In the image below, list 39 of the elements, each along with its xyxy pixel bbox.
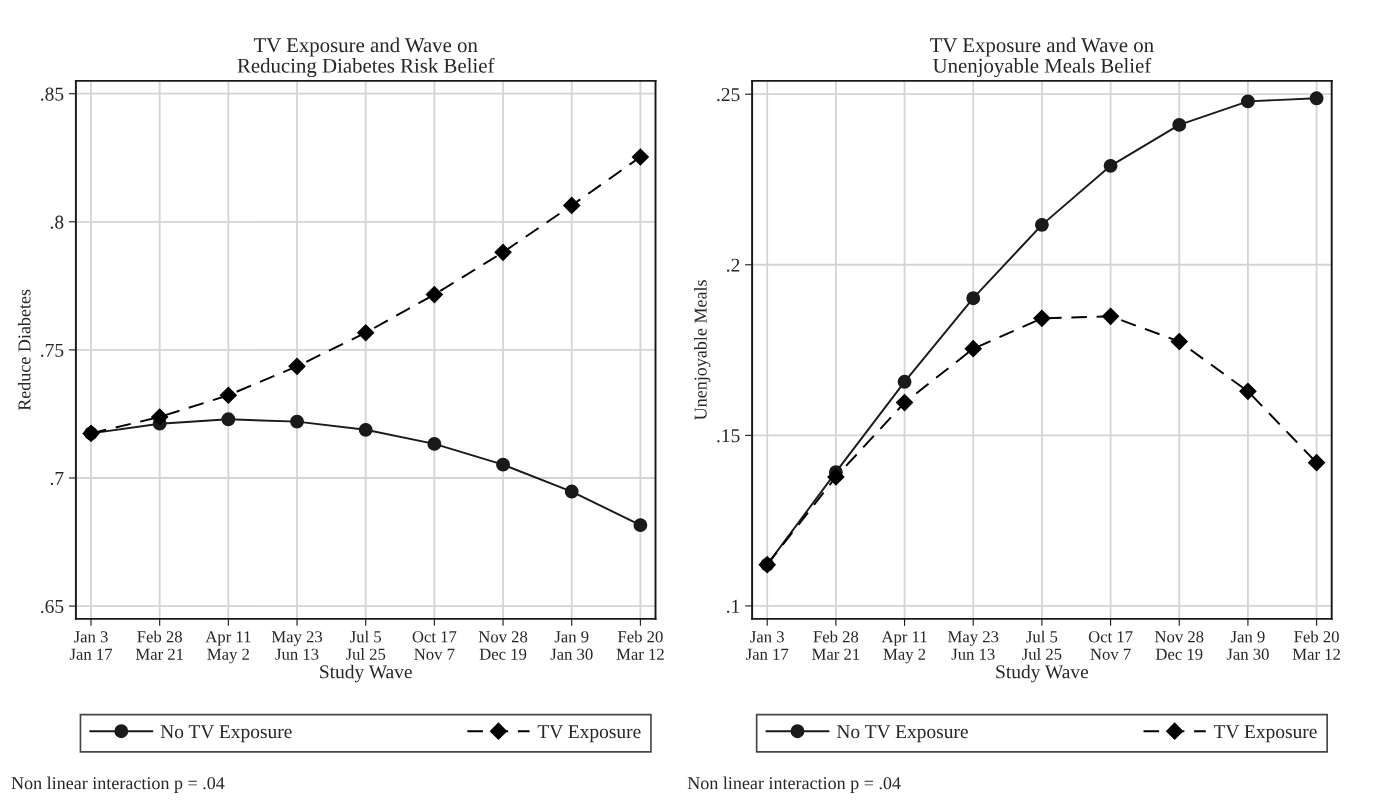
- legend-label: TV Exposure: [537, 725, 641, 743]
- legend-label: No TV Exposure: [836, 725, 968, 743]
- y-tick-label: .1: [726, 599, 740, 613]
- y-axis-title: Unenjoyable Meals: [694, 280, 711, 420]
- x-tick-label: Jan 3 Jan 17: [69, 631, 113, 660]
- y-tick-label: .2: [726, 258, 740, 272]
- x-tick-label: May 23 Jun 13: [271, 631, 323, 660]
- y-tick-label: .75: [41, 343, 64, 357]
- x-tick-label: Jan 9 Jan 30: [550, 631, 593, 660]
- x-axis-title: Study Wave: [996, 664, 1089, 683]
- x-tick-label: Feb 20 Mar 12: [1292, 630, 1340, 660]
- text: Non linear interaction p = .04: [687, 776, 901, 793]
- y-tick-label: .65: [41, 599, 64, 614]
- x-tick-label: Jul 5 Jul 25: [345, 630, 386, 660]
- x-tick-label: Jan 3 Jan 17: [746, 631, 789, 660]
- x-tick-label: Nov 28 Dec 19: [478, 631, 528, 660]
- x-tick-label: Apr 11 May 2: [881, 631, 927, 664]
- x-tick-label: May 23 Jun 13: [948, 631, 999, 660]
- x-tick-label: Apr 11 May 2: [205, 631, 251, 664]
- x-tick-label: Feb 28 Mar 21: [135, 630, 183, 660]
- legend-label: TV Exposure: [1213, 725, 1317, 743]
- x-tick-label: Oct 17 Nov 7: [412, 631, 457, 660]
- x-tick-label: Oct 17 Nov 7: [1088, 631, 1133, 660]
- y-tick-label: .8: [50, 215, 64, 229]
- y-axis-title: Reduce Diabetes: [17, 289, 31, 411]
- y-tick-label: .85: [41, 87, 64, 101]
- y-tick-label: .15: [717, 429, 740, 443]
- x-tick-label: Jul 5 Jul 25: [1022, 630, 1062, 660]
- y-tick-label: .7: [50, 472, 64, 486]
- x-tick-label: Feb 28 Mar 21: [812, 630, 860, 660]
- y-tick-label: .25: [717, 88, 740, 102]
- chart-title: TV Exposure and Wave on Unenjoyable Meals Belief: [930, 37, 1154, 78]
- chart-title: TV Exposure and Wave on Reducing Diabetes Risk Belief: [237, 37, 495, 78]
- x-tick-label: Nov 28 Dec 19: [1154, 631, 1204, 660]
- legend-label: No TV Exposure: [160, 725, 292, 743]
- x-tick-label: Jan 9 Jan 30: [1226, 631, 1269, 660]
- x-axis-title: Study Wave: [320, 664, 412, 683]
- x-tick-label: Feb 20 Mar 12: [616, 630, 664, 660]
- text: Non linear interaction p = .04: [11, 776, 225, 793]
